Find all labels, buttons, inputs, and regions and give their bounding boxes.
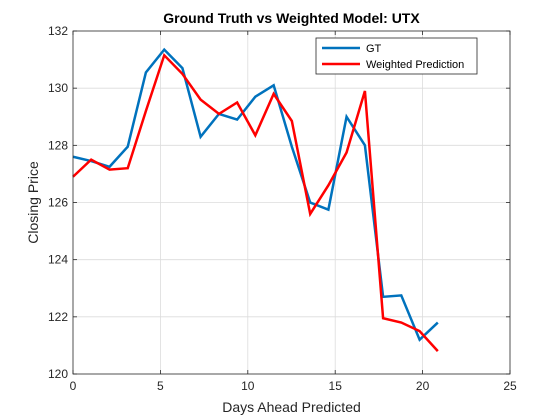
y-tick-label: 126 <box>48 196 68 210</box>
grid <box>73 31 510 374</box>
legend-box <box>315 37 478 75</box>
legend-label-weighted-prediction: Weighted Prediction <box>366 59 464 71</box>
series-line-weighted-prediction <box>72 52 439 352</box>
y-tick-labels: 120 122 124 126 128 130 132 <box>48 24 68 381</box>
y-tick-label: 120 <box>48 367 68 381</box>
x-axis-label: Days Ahead Predicted <box>222 399 361 415</box>
x-tick-label: 0 <box>70 379 77 393</box>
series-lines <box>72 47 439 352</box>
x-tick-label: 20 <box>416 379 430 393</box>
x-tick-label: 5 <box>157 379 164 393</box>
legend-label-gt: GT <box>366 43 382 55</box>
y-tick-label: 130 <box>48 81 68 95</box>
axis-ticks <box>72 30 511 375</box>
y-tick-label: 124 <box>48 253 68 267</box>
y-tick-label: 132 <box>48 24 68 38</box>
x-tick-label: 15 <box>329 379 343 393</box>
x-tick-label: 25 <box>503 379 517 393</box>
chart-title: Ground Truth vs Weighted Model: UTX <box>163 10 420 26</box>
y-axis-label: Closing Price <box>25 161 41 244</box>
x-tick-labels: 0 5 10 15 20 25 <box>70 379 517 393</box>
y-tick-label: 128 <box>48 138 68 152</box>
x-tick-label: 10 <box>241 379 255 393</box>
legend: GT Weighted Prediction <box>315 37 478 75</box>
series-line-gt <box>72 47 439 342</box>
y-tick-label: 122 <box>48 310 68 324</box>
